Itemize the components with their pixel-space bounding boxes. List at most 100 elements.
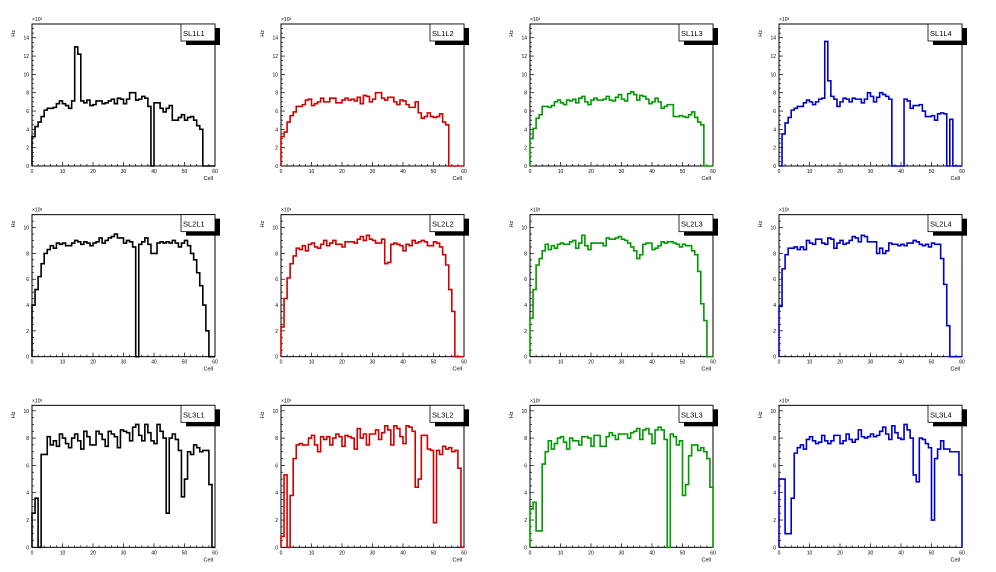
- histogram-bin: [357, 97, 360, 166]
- histogram-bin: [84, 103, 87, 166]
- histogram-bin: [867, 242, 870, 357]
- histogram-bin: [169, 243, 172, 357]
- histogram-bin: [864, 237, 867, 357]
- histogram-bin: [576, 441, 579, 548]
- histogram-bin: [904, 99, 907, 166]
- histogram-bin: [554, 444, 557, 548]
- histogram-bin: [175, 243, 178, 357]
- histogram-bin: [634, 431, 637, 547]
- histogram-bin: [139, 435, 142, 547]
- histogram-bin: [956, 452, 959, 548]
- histogram-bin: [421, 435, 424, 547]
- histogram-bin: [302, 246, 305, 357]
- x-tick-label: 10: [60, 360, 66, 366]
- histogram-bin: [855, 99, 858, 166]
- histogram-bin: [330, 445, 333, 547]
- histogram-bin: [47, 108, 50, 166]
- histogram-bin: [53, 107, 56, 166]
- y-tick-label: 4: [275, 127, 278, 133]
- histogram-bin: [606, 96, 609, 166]
- histogram-bin: [197, 448, 200, 548]
- histogram-bin: [683, 244, 686, 356]
- y-tick-label: 8: [524, 91, 527, 97]
- histogram-bin: [93, 105, 96, 166]
- histogram-bin: [351, 438, 354, 547]
- histogram-bin: [50, 246, 53, 357]
- histogram-bin: [625, 240, 628, 356]
- histogram-bin: [166, 108, 169, 166]
- histogram-bin: [959, 475, 962, 547]
- histogram-bin: [603, 99, 606, 166]
- histogram-bin: [588, 105, 591, 166]
- histogram-bin: [66, 444, 69, 548]
- y-tick-label: 6: [275, 463, 278, 469]
- histogram-bin: [427, 113, 430, 166]
- histogram-bin: [188, 452, 191, 548]
- x-tick-label: 40: [649, 550, 655, 556]
- histogram-bin: [47, 250, 50, 357]
- y-tick-label: 12: [23, 54, 29, 60]
- histogram-bin: [649, 434, 652, 547]
- histogram-bin: [542, 251, 545, 357]
- histogram-bin: [551, 246, 554, 357]
- histogram-bin: [142, 441, 145, 548]
- histogram-bin: [794, 108, 797, 166]
- histogram-bin: [53, 248, 56, 356]
- histogram-bin: [837, 243, 840, 357]
- histogram-bin: [333, 98, 336, 166]
- histogram-bin: [837, 435, 840, 547]
- histogram-panel-sl2l2: 0 10 20 30 40 50 60 0 2 4 6 8 10 ×10³ Hz Cell SL2L2: [260, 208, 469, 373]
- y-tick-label: 6: [773, 463, 776, 469]
- histogram-bin: [452, 311, 455, 356]
- histogram-line: [778, 423, 963, 548]
- histogram-bin: [585, 437, 588, 548]
- histogram-bin: [652, 102, 655, 166]
- histogram-bin: [345, 98, 348, 166]
- histogram-bin: [670, 105, 673, 166]
- histogram-bin: [698, 122, 701, 166]
- histogram-bin: [284, 132, 287, 166]
- histogram-bin: [871, 434, 874, 547]
- y-tick-label: 2: [275, 146, 278, 152]
- histogram-bin: [904, 424, 907, 547]
- histogram-bin: [816, 444, 819, 548]
- histogram-bin: [430, 246, 433, 357]
- y-tick-label: 0: [275, 545, 278, 551]
- histogram-bin: [618, 237, 621, 357]
- histogram-bin: [318, 102, 321, 166]
- histogram-bin: [75, 434, 78, 547]
- y-tick-label: 12: [521, 54, 527, 60]
- histogram-bin: [96, 431, 99, 547]
- x-tick-label: 0: [529, 550, 532, 556]
- histogram-bin: [904, 246, 907, 357]
- histogram-bin: [673, 243, 676, 357]
- y-tick-label: 2: [26, 329, 29, 335]
- histogram-bin: [409, 246, 412, 357]
- histogram-bin: [609, 239, 612, 356]
- histogram-bin: [883, 95, 886, 166]
- histogram-bin: [339, 103, 342, 166]
- histogram-panel-sl1l4: 0 10 20 30 40 50 60 0 2 4 6 8 10 12 14 ×10³ Hz Cell SL1L4: [758, 17, 967, 182]
- histogram-bin: [197, 126, 200, 166]
- histogram-title: SL1L4: [930, 29, 952, 38]
- histogram-bin: [105, 240, 108, 356]
- y-tick-label: 10: [770, 409, 776, 415]
- histogram-bin: [296, 248, 299, 356]
- y-tick-label: 2: [275, 329, 278, 335]
- histogram-bin: [810, 243, 813, 357]
- histogram-bin: [557, 438, 560, 547]
- histogram-bin: [901, 439, 904, 547]
- histogram-bin: [928, 448, 931, 548]
- histogram-bin: [154, 444, 157, 548]
- histogram-line: [529, 426, 714, 549]
- histogram-bin: [655, 98, 658, 166]
- histogram-bin: [418, 479, 421, 547]
- histogram-bin: [400, 437, 403, 548]
- histogram-bin: [695, 445, 698, 547]
- y-tick-label: 14: [23, 36, 29, 42]
- histogram-bin: [345, 435, 348, 547]
- x-tick-label: 60: [959, 550, 965, 556]
- histogram-bin: [925, 444, 928, 548]
- histogram-bin: [342, 100, 345, 166]
- histogram-bin: [145, 238, 148, 357]
